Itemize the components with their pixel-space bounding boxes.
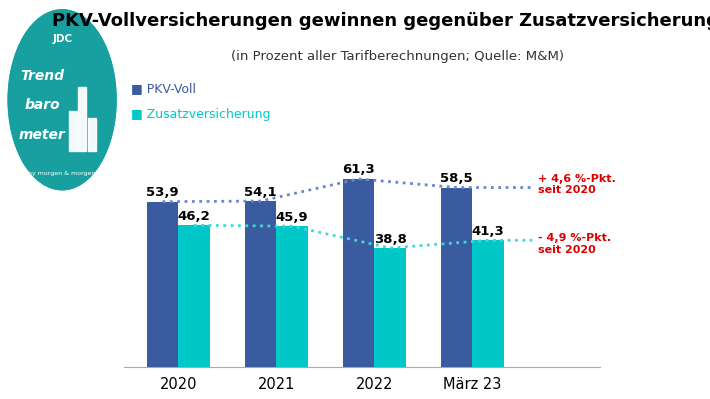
Text: JDC: JDC [52, 34, 72, 44]
Bar [178, 225, 209, 367]
Text: PKV-Vollversicherungen gewinnen gegenüber Zusatzversicherungen: PKV-Vollversicherungen gewinnen gegenübe… [52, 12, 710, 30]
Bar [276, 226, 307, 367]
Bar [374, 248, 405, 367]
Text: (in Prozent aller Tarifberechnungen; Quelle: M&M): (in Prozent aller Tarifberechnungen; Que… [231, 50, 564, 63]
Bar [441, 188, 472, 367]
Bar [245, 201, 276, 367]
Text: 53,9: 53,9 [146, 186, 179, 199]
Text: ■ Zusatzversicherung: ■ Zusatzversicherung [131, 108, 271, 121]
Text: 41,3: 41,3 [471, 225, 505, 238]
Text: baro: baro [25, 98, 60, 112]
Circle shape [9, 10, 116, 190]
Text: 45,9: 45,9 [275, 211, 308, 224]
Text: 54,1: 54,1 [244, 186, 277, 199]
Text: + 4,6 %-Pkt.
seit 2020: + 4,6 %-Pkt. seit 2020 [538, 174, 616, 195]
Bar [147, 201, 178, 367]
Text: by morgen & morgen: by morgen & morgen [28, 171, 96, 176]
Text: 38,8: 38,8 [373, 233, 407, 245]
Text: ■ PKV-Voll: ■ PKV-Voll [131, 82, 197, 95]
Bar [472, 240, 504, 367]
Bar [70, 111, 77, 151]
Text: - 4,9 %-Pkt.
seit 2020: - 4,9 %-Pkt. seit 2020 [538, 233, 611, 255]
Circle shape [9, 10, 116, 190]
Bar [88, 118, 96, 151]
Bar [343, 179, 374, 367]
Text: 61,3: 61,3 [342, 164, 375, 176]
Text: meter: meter [19, 128, 66, 142]
Text: Trend: Trend [21, 69, 65, 83]
Bar [78, 87, 86, 151]
Text: 46,2: 46,2 [178, 210, 210, 223]
Text: 58,5: 58,5 [440, 172, 473, 185]
